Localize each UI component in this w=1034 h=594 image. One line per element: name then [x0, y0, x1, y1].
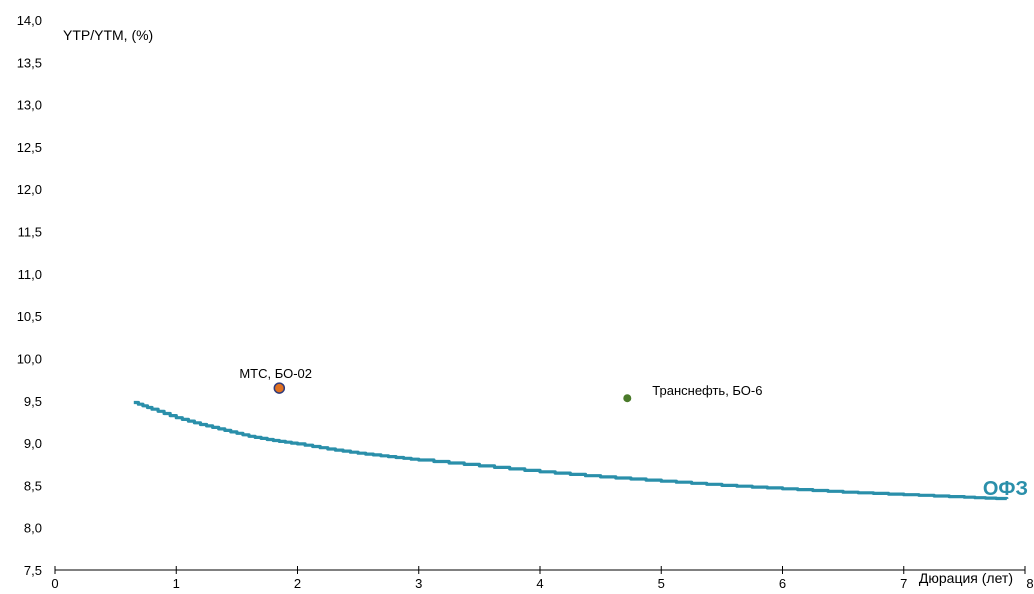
y-tick-label: 8,0 [24, 521, 42, 536]
y-tick-label: 11,5 [18, 225, 42, 240]
y-tick-label: 12,0 [17, 182, 42, 197]
y-tick-label: 13,5 [17, 55, 42, 70]
x-tick-label: 3 [415, 576, 422, 591]
data-point-label: Транснефть, БО-6 [652, 383, 762, 398]
y-axis-title: YTP/YTM, (%) [63, 27, 153, 43]
y-tick-label: 7,5 [24, 563, 42, 578]
x-tick-label: 4 [536, 576, 543, 591]
x-tick-label: 8 [1026, 576, 1033, 591]
ofz-curve-line [133, 400, 1009, 501]
x-tick-label: 1 [173, 576, 180, 591]
x-tick-label: 6 [779, 576, 786, 591]
y-tick-label: 11,0 [18, 267, 42, 282]
data-point-marker [273, 382, 286, 394]
y-ticks: 7,5 8,0 8,5 9,0 9,5 10,0 10,5 11,0 11,5 12,0 12,5 1… [17, 13, 42, 578]
y-tick-label: 8,5 [24, 478, 42, 493]
y-tick-label: 9,0 [24, 436, 42, 451]
data-points: МТС, БО-02 Транснефть, БО-6 [239, 366, 762, 403]
x-tick-label: 2 [294, 576, 301, 591]
x-tick-label: 7 [900, 576, 907, 591]
data-point-marker [623, 394, 632, 403]
y-tick-label: 10,5 [17, 309, 42, 324]
x-tick-label: 0 [51, 576, 58, 591]
y-tick-label: 9,5 [24, 394, 42, 409]
y-tick-label: 10,0 [17, 351, 42, 366]
data-point-label: МТС, БО-02 [239, 366, 312, 381]
x-ticks: 0 1 2 3 4 5 6 7 8 [51, 566, 1034, 591]
series-label-ofz: ОФЗ [983, 478, 1028, 500]
y-tick-label: 12,5 [17, 140, 42, 155]
y-tick-label: 14,0 [17, 13, 42, 28]
y-tick-label: 13,0 [17, 98, 42, 113]
x-axis-title: Дюрация (лет) [919, 570, 1013, 586]
x-tick-label: 5 [658, 576, 665, 591]
